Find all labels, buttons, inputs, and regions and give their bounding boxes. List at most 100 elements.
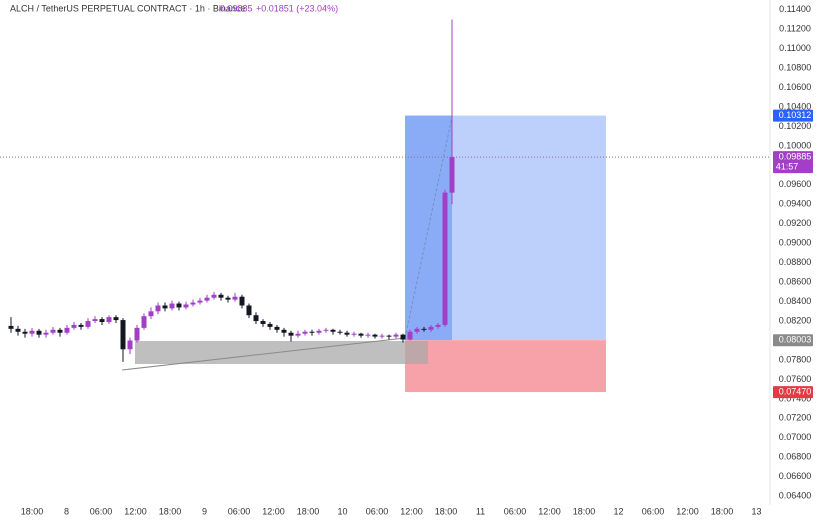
y-tick-label: 0.11200: [779, 24, 811, 34]
last-badge: 0.09885: [779, 151, 812, 161]
candle-body: [92, 319, 98, 322]
candle-body: [29, 330, 35, 334]
countdown: 41:57: [776, 161, 799, 171]
y-tick-label: 0.10000: [779, 140, 812, 150]
x-tick-label: 10: [337, 506, 347, 516]
candle-body: [239, 296, 245, 306]
y-tick-label: 0.10800: [779, 62, 812, 72]
candle-body: [78, 324, 84, 327]
projection-line: [404, 116, 453, 339]
candle-body: [127, 340, 133, 350]
candle-body: [113, 317, 119, 321]
last-price: 0.09885: [220, 3, 253, 13]
candle-body: [428, 326, 434, 330]
candle-body: [120, 320, 126, 350]
candle-body: [330, 329, 336, 332]
range-box: [135, 341, 428, 364]
candle-body: [183, 304, 189, 308]
price-change: +0.01851 (+23.04%): [256, 3, 338, 13]
candle-body: [85, 321, 91, 327]
y-tick-label: 0.08800: [779, 257, 812, 267]
candle-body: [8, 325, 14, 329]
candle-body: [43, 332, 49, 335]
x-tick-label: 8: [64, 506, 69, 516]
candle-body: [449, 157, 455, 193]
target-badge-bg: [773, 109, 813, 122]
candle-body: [148, 311, 154, 317]
candle-body: [155, 305, 161, 312]
y-tick-label: 0.09200: [779, 218, 812, 228]
y-tick-label: 0.07000: [779, 432, 812, 442]
candle-body: [323, 329, 329, 331]
y-tick-label: 0.06800: [779, 452, 812, 462]
x-tick-label: 18:00: [573, 506, 596, 516]
x-tick-label: 06:00: [642, 506, 665, 516]
x-tick-label: 06:00: [366, 506, 389, 516]
entry-badge-bg: [773, 334, 813, 347]
x-tick-label: 18:00: [435, 506, 458, 516]
candle-body: [225, 297, 231, 300]
candle-body: [267, 323, 273, 327]
candle-body: [99, 319, 105, 323]
candle-body: [358, 333, 364, 336]
y-tick-label: 0.08600: [779, 277, 812, 287]
symbol-title: ALCH / TetherUS PERPETUAL CONTRACT · 1h …: [10, 3, 245, 13]
candle-body: [386, 335, 392, 337]
candle-body: [351, 333, 357, 335]
x-tick-label: 18:00: [21, 506, 44, 516]
candle-body: [281, 329, 287, 333]
candle-body: [204, 297, 210, 301]
x-tick-label: 18:00: [297, 506, 320, 516]
candle-body: [393, 334, 399, 337]
y-tick-label: 0.09600: [779, 179, 812, 189]
x-tick-label: 06:00: [90, 506, 113, 516]
x-tick-label: 18:00: [159, 506, 182, 516]
candle-body: [176, 303, 182, 308]
candle-body: [274, 326, 280, 330]
x-tick-label: 12:00: [400, 506, 423, 516]
candle-body: [260, 321, 266, 324]
candle-body: [435, 324, 441, 327]
candle-body: [211, 294, 217, 298]
candle-body: [400, 334, 406, 340]
candle-body: [22, 331, 28, 334]
candle-body: [134, 327, 140, 341]
y-tick-label: 0.07800: [779, 354, 812, 364]
candle-body: [36, 330, 42, 335]
x-tick-label: 06:00: [228, 506, 251, 516]
y-tick-label: 0.11400: [779, 4, 811, 14]
y-tick-label: 0.07600: [779, 374, 812, 384]
candle-body: [71, 324, 77, 328]
candle-body: [372, 334, 378, 337]
y-tick-label: 0.10400: [779, 101, 812, 111]
x-tick-label: 18:00: [711, 506, 734, 516]
x-tick-label: 9: [202, 506, 207, 516]
candle-body: [253, 315, 259, 322]
candle-body: [197, 300, 203, 303]
candle-body: [288, 332, 294, 336]
entry-badge: 0.08003: [779, 335, 812, 345]
candle-body: [64, 327, 70, 333]
candle-body: [232, 296, 238, 300]
stop-badge-bg: [773, 386, 813, 399]
y-tick-label: 0.11000: [779, 43, 811, 53]
candle-body: [50, 329, 56, 333]
y-tick-label: 0.10600: [779, 82, 812, 92]
last-badge-bg: [773, 151, 813, 174]
y-tick-label: 0.09400: [779, 199, 812, 209]
y-tick-label: 0.06600: [779, 471, 812, 481]
x-tick-label: 12:00: [124, 506, 147, 516]
candle-body: [309, 331, 315, 333]
target-badge: 0.10312: [779, 110, 812, 120]
y-tick-label: 0.08400: [779, 296, 812, 306]
candle-body: [190, 302, 196, 305]
candle-body: [106, 317, 112, 323]
trend-line: [121, 337, 406, 371]
x-tick-label: 11: [476, 506, 485, 516]
candle-body: [414, 328, 420, 332]
y-tick-label: 0.07400: [779, 393, 812, 403]
x-tick-label: 12:00: [262, 506, 285, 516]
y-tick-label: 0.08200: [779, 315, 812, 325]
